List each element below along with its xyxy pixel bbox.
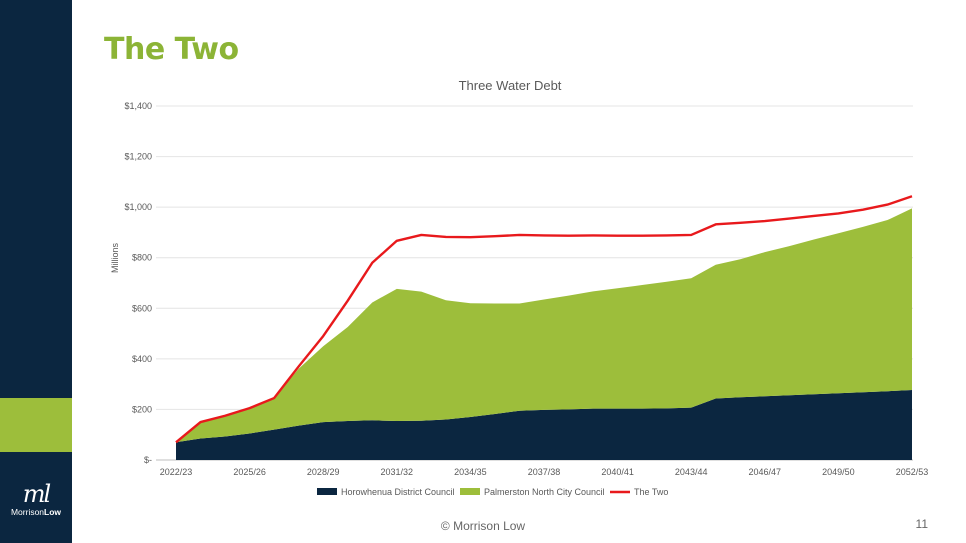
y-tick-label: $200 [132,404,152,414]
y-tick-label: $600 [132,303,152,313]
y-tick-label: $1,200 [124,152,152,162]
y-tick-label: $1,000 [124,202,152,212]
x-tick-label: 2025/26 [233,467,266,477]
sidebar: ml MorrisonLow [0,0,72,543]
page-number: 11 [915,517,928,531]
sidebar-accent-band [0,398,72,452]
legend-label: Palmerston North City Council [484,487,605,497]
y-axis-ticks: $- $200 $400 $600 $800 $1,000 $1,200 $1,400 [124,101,152,465]
x-tick-label: 2031/32 [381,467,414,477]
logo-text-light: Morrison [10,507,45,517]
y-tick-label: $800 [132,253,152,263]
y-tick-label: $1,400 [124,101,152,111]
x-tick-label: 2037/38 [528,467,561,477]
y-axis-label: Millions [110,243,120,274]
x-tick-label: 2022/23 [160,467,193,477]
area-series [176,208,912,460]
legend: Horowhenua District Council Palmerston No… [317,487,668,497]
area-palmerston-north-city-council [176,208,912,443]
legend-swatch [460,488,480,495]
x-axis-ticks: 2022/23 2025/26 2028/29 2031/32 2034/35 2037/… [160,467,929,477]
x-tick-label: 2034/35 [454,467,487,477]
x-tick-label: 2052/53 [896,467,929,477]
x-tick-label: 2040/41 [601,467,634,477]
three-water-debt-chart: Three Water Debt Millions $- $200 $400 $600… [110,78,929,497]
y-tick-label: $- [144,455,152,465]
chart-title: Three Water Debt [459,78,562,93]
x-tick-label: 2043/44 [675,467,708,477]
legend-label: The Two [634,487,668,497]
x-tick-label: 2028/29 [307,467,340,477]
slide-title: The Two [104,32,239,67]
x-tick-label: 2049/50 [822,467,855,477]
logo-text: MorrisonLow [0,506,72,518]
morrison-low-logo: ml MorrisonLow [0,482,72,518]
legend-label: Horowhenua District Council [341,487,455,497]
y-tick-label: $400 [132,354,152,364]
logo-mark: ml [22,480,51,508]
legend-swatch [317,488,337,495]
area-horowhenua-district-council [176,389,912,460]
x-tick-label: 2046/47 [749,467,782,477]
line-series [175,195,913,444]
footer-copyright: © Morrison Low [440,519,526,533]
line-the-two [175,195,913,444]
logo-text-bold: Low [44,507,62,517]
